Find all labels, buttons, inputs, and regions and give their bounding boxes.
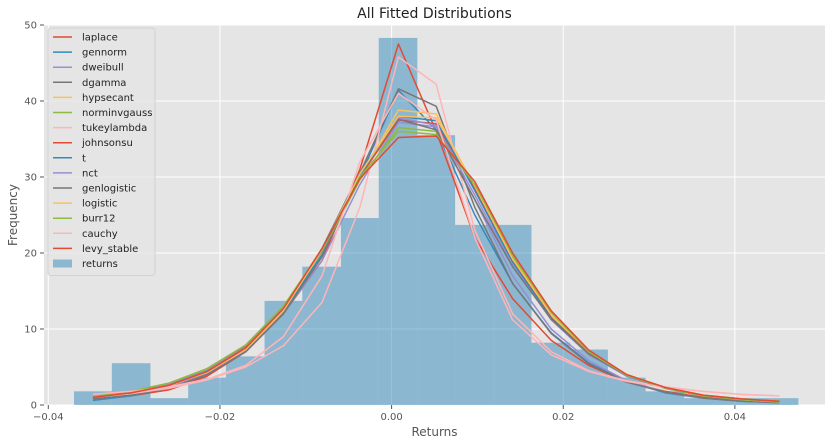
y-axis-ticks: 0 10 20 30 40 50 <box>24 21 44 412</box>
x-axis-ticks: −0.04 −0.02 0.00 0.02 0.04 <box>33 405 746 423</box>
histogram-bar <box>302 266 341 405</box>
y-tick-label: 10 <box>24 325 37 336</box>
legend-label: norminvgauss <box>82 108 152 119</box>
histogram-bar <box>531 342 571 405</box>
legend-label: genlogistic <box>82 184 136 195</box>
series-line-dgamma <box>92 88 780 404</box>
y-tick-label: 30 <box>24 173 37 184</box>
x-axis-title: Returns <box>411 425 457 439</box>
series-line-levy-stable <box>92 135 780 402</box>
x-tick-label: −0.04 <box>33 412 64 423</box>
histogram-bar <box>340 218 379 405</box>
histogram-bar <box>225 356 265 405</box>
legend-label: dgamma <box>82 78 126 89</box>
legend-swatch <box>53 259 72 268</box>
legend-label: nct <box>82 168 98 179</box>
legend-label: tukeylambda <box>82 123 147 134</box>
x-tick-label: 0.00 <box>380 412 402 423</box>
legend-label: levy_stable <box>82 244 138 255</box>
legend-label: laplace <box>82 33 118 44</box>
legend-label: returns <box>82 259 118 270</box>
legend-label: cauchy <box>82 229 118 240</box>
y-axis-title: Frequency <box>6 184 20 246</box>
y-tick-label: 40 <box>24 97 37 108</box>
x-tick-label: −0.02 <box>205 412 236 423</box>
fitted-lines <box>92 43 780 404</box>
histogram-bar <box>417 135 456 405</box>
histogram-bar <box>111 363 151 405</box>
legend-label: logistic <box>82 199 117 210</box>
legend-label: gennorm <box>82 48 127 59</box>
x-tick-label: 0.02 <box>552 412 574 423</box>
histogram-bar <box>455 224 494 405</box>
histogram-bar <box>378 37 418 406</box>
histogram-bar <box>684 398 723 405</box>
histogram-bar <box>570 349 608 405</box>
legend: laplace gennorm dweibull dgamma hypsecant nor… <box>47 27 156 277</box>
legend-label: hypsecant <box>82 93 134 104</box>
legend-label: johnsonsu <box>81 138 133 149</box>
histogram-bar <box>150 398 189 405</box>
legend-box <box>47 27 156 277</box>
y-tick-label: 50 <box>24 21 37 32</box>
legend-label: dweibull <box>82 63 124 74</box>
x-tick-label: 0.04 <box>724 412 746 423</box>
legend-label: burr12 <box>82 214 115 225</box>
chart-title: All Fitted Distributions <box>357 6 512 22</box>
legend-label: t <box>82 153 86 164</box>
y-tick-label: 0 <box>31 401 37 412</box>
y-tick-label: 20 <box>24 249 37 260</box>
histogram-bars <box>74 37 799 406</box>
